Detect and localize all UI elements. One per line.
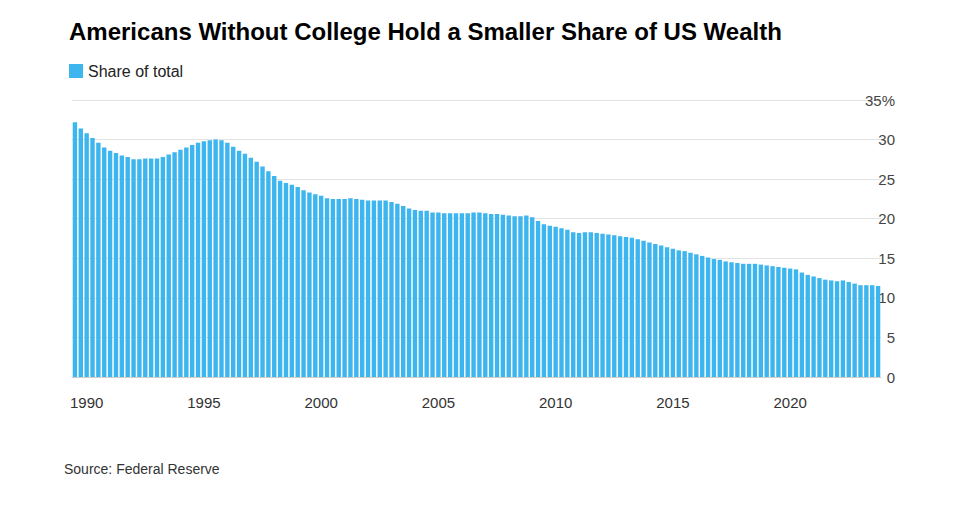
- svg-text:20: 20: [878, 210, 895, 227]
- svg-text:2015: 2015: [656, 394, 689, 411]
- svg-text:1990: 1990: [70, 394, 103, 411]
- svg-text:2005: 2005: [422, 394, 455, 411]
- svg-text:10: 10: [878, 289, 895, 306]
- svg-text:0: 0: [887, 369, 895, 386]
- svg-text:2000: 2000: [304, 394, 337, 411]
- svg-text:5: 5: [887, 329, 895, 346]
- svg-text:30: 30: [878, 131, 895, 148]
- svg-text:Source: Federal Reserve: Source: Federal Reserve: [64, 461, 220, 477]
- svg-text:25: 25: [878, 171, 895, 188]
- svg-text:2010: 2010: [539, 394, 572, 411]
- svg-text:2020: 2020: [773, 394, 806, 411]
- svg-text:15: 15: [878, 250, 895, 267]
- svg-text:Americans Without College Hold: Americans Without College Hold a Smaller…: [69, 18, 782, 45]
- svg-text:1995: 1995: [187, 394, 220, 411]
- svg-text:35%: 35%: [865, 92, 895, 109]
- svg-text:Share of total: Share of total: [88, 63, 183, 80]
